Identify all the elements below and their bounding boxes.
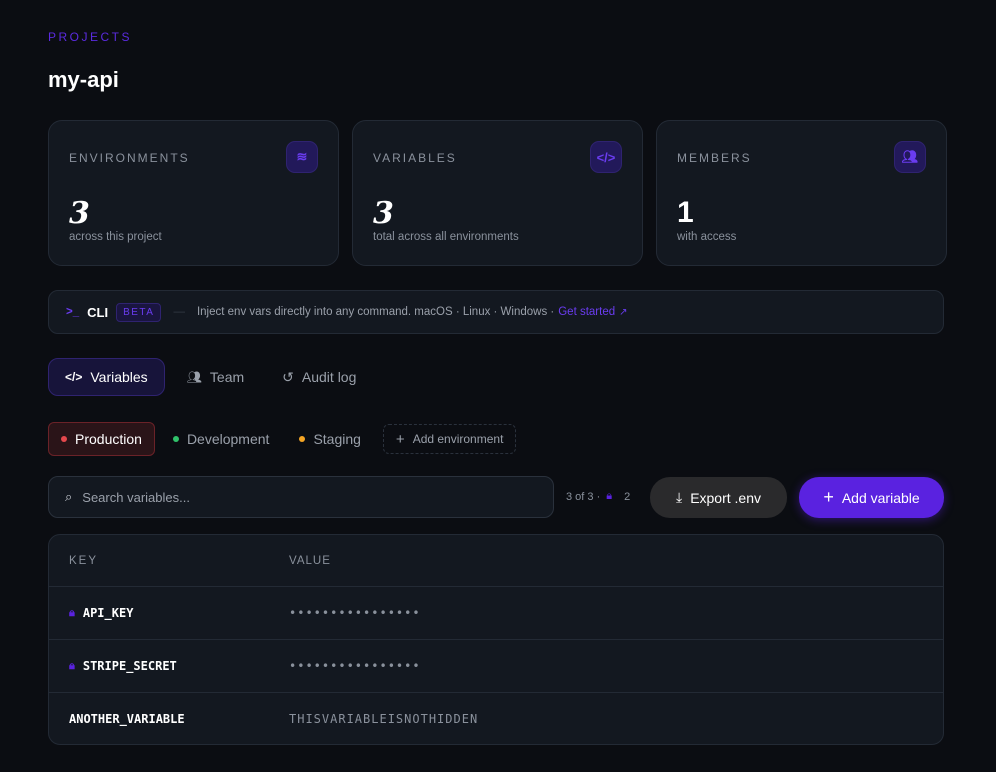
stat-card-members: MEMBERS 👥︎ 1 with access	[656, 120, 947, 266]
add-label: Add variable	[841, 489, 920, 506]
search-icon: ⌕	[65, 489, 73, 504]
stat-sub: total across all environments	[373, 231, 519, 243]
divider: —	[173, 306, 185, 318]
add-environment-label: Add environment	[412, 432, 504, 446]
variable-value: ••••••••••••••••	[289, 606, 421, 620]
beta-badge: BETA	[116, 302, 162, 322]
env-production[interactable]: Production	[48, 422, 155, 456]
add-environment-button[interactable]: + Add environment	[382, 424, 517, 454]
stat-card-variables: VARIABLES </> 3 total across all environ…	[352, 120, 643, 266]
tab-variables[interactable]: </> Variables	[48, 358, 165, 396]
cli-description: Inject env vars directly into any comman…	[196, 306, 555, 318]
variable-key: ANOTHER_VARIABLE	[69, 712, 185, 726]
plus-icon: +	[823, 487, 834, 507]
tab-audit-log[interactable]: ↺ Audit log	[266, 358, 372, 396]
status-dot	[172, 436, 179, 442]
env-staging[interactable]: Staging	[287, 422, 372, 456]
column-header-value: VALUE	[289, 554, 331, 567]
locked-count: 2	[624, 490, 631, 503]
terminal-icon: >_	[66, 306, 80, 318]
variable-value: ••••••••••••••••	[289, 659, 421, 673]
stat-sub: across this project	[69, 231, 162, 243]
status-dot	[61, 436, 67, 442]
stat-value: 3	[69, 196, 90, 231]
stat-label: MEMBERS	[677, 151, 752, 165]
code-icon: </>	[65, 370, 83, 384]
tabs: </> Variables 👥︎ Team ↺ Audit log	[48, 358, 372, 396]
export-env-button[interactable]: ⤓ Export .env	[650, 477, 787, 518]
count-text: 3 of 3 ·	[566, 490, 601, 503]
variable-key: API_KEY	[82, 606, 134, 620]
stat-value: 3	[373, 196, 394, 231]
env-label: Development	[186, 431, 270, 447]
table-row[interactable]: 🔒︎ API_KEY ••••••••••••••••	[49, 586, 943, 639]
get-started-link[interactable]: Get started	[558, 306, 616, 318]
stat-card-environments: ENVIRONMENTS ≋ 3 across this project	[48, 120, 339, 266]
external-link-icon: ↗	[619, 306, 628, 318]
env-label: Staging	[313, 431, 361, 447]
stat-label: VARIABLES	[373, 151, 457, 165]
cli-name: CLI	[87, 304, 109, 320]
lock-icon: 🔒︎	[69, 659, 75, 672]
table-row[interactable]: ANOTHER_VARIABLE THISVARIABLEISNOTHIDDEN	[49, 692, 943, 744]
plus-icon: +	[395, 430, 405, 448]
stats-row: ENVIRONMENTS ≋ 3 across this project VAR…	[48, 120, 947, 266]
layers-icon: ≋	[286, 141, 318, 173]
users-icon: 👥︎	[894, 141, 926, 173]
stat-label: ENVIRONMENTS	[69, 151, 190, 165]
variable-key: STRIPE_SECRET	[82, 659, 177, 673]
download-icon: ⤓	[675, 489, 683, 505]
environment-tabs: Production Development Staging + Add envi…	[48, 422, 517, 456]
table-row[interactable]: 🔒︎ STRIPE_SECRET ••••••••••••••••	[49, 639, 943, 692]
history-icon: ↺	[282, 368, 294, 385]
tab-label: Audit log	[301, 369, 357, 385]
lock-icon: 🔒︎	[606, 490, 613, 502]
stat-value: 1	[677, 196, 694, 229]
breadcrumb-projects[interactable]: PROJECTS	[48, 30, 133, 44]
table-header: KEY VALUE	[49, 535, 943, 586]
add-variable-button[interactable]: + Add variable	[799, 477, 944, 518]
tab-team[interactable]: 👥︎ Team	[171, 358, 260, 396]
page-title: my-api	[48, 67, 119, 92]
export-label: Export .env	[690, 489, 762, 506]
code-icon: </>	[590, 141, 622, 173]
variables-table: KEY VALUE 🔒︎ API_KEY •••••••••••••••• 🔒︎ S…	[48, 534, 944, 745]
cli-banner: >_ CLI BETA — Inject env vars directly i…	[48, 290, 944, 334]
env-label: Production	[75, 431, 142, 447]
variable-count: 3 of 3 · 🔒︎ 2	[566, 490, 630, 503]
search-box: ⌕	[48, 476, 554, 518]
env-development[interactable]: Development	[161, 422, 282, 456]
stat-sub: with access	[677, 231, 737, 243]
variable-value: THISVARIABLEISNOTHIDDEN	[289, 712, 479, 726]
status-dot	[299, 436, 306, 442]
tab-label: Team	[209, 369, 245, 385]
lock-icon: 🔒︎	[69, 606, 75, 619]
column-header-key: KEY	[69, 554, 99, 567]
tab-label: Variables	[90, 369, 148, 385]
users-icon: 👥︎	[186, 370, 202, 384]
search-input[interactable]	[82, 489, 503, 505]
